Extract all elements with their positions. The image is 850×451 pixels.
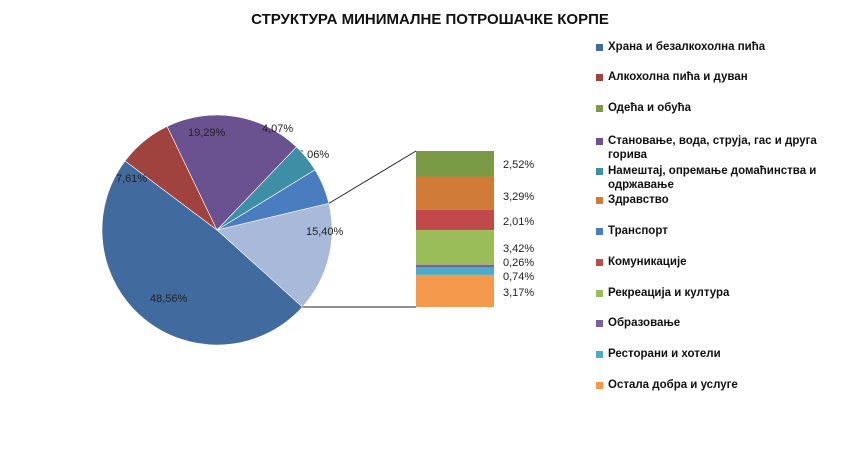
legend-swatch bbox=[596, 382, 603, 389]
bar-segment bbox=[416, 151, 494, 177]
legend-label: Намештај, опремање домаћинства и одржава… bbox=[608, 165, 817, 191]
bar-data-label: 0,74% bbox=[503, 271, 534, 283]
legend-swatch bbox=[596, 228, 603, 235]
pie-data-label: 48,56% bbox=[150, 293, 188, 305]
legend-swatch bbox=[596, 259, 603, 266]
bar-data-label: 3,29% bbox=[503, 191, 534, 203]
legend-label: Образовање bbox=[608, 317, 681, 329]
legend-item: Становање, вода, струја, гас и друга гор… bbox=[596, 134, 838, 162]
bar-data-label: 3,17% bbox=[503, 287, 534, 299]
legend-swatch bbox=[596, 290, 603, 297]
legend-item: Намештај, опремање домаћинства и одржава… bbox=[596, 164, 838, 192]
bar-data-label: 2,01% bbox=[503, 216, 534, 228]
legend-item: Комуникације bbox=[596, 255, 838, 269]
legend-item: Ресторани и хотели bbox=[596, 347, 838, 361]
bar-data-label: 3,42% bbox=[503, 243, 534, 255]
bar-segment bbox=[416, 274, 494, 307]
legend-swatch bbox=[596, 168, 603, 175]
pie-slice bbox=[166, 114, 297, 231]
legend-swatch bbox=[596, 197, 603, 204]
bar-segment bbox=[416, 209, 494, 231]
legend-item: Транспорт bbox=[596, 224, 838, 238]
legend-swatch bbox=[596, 138, 603, 145]
pie-slice bbox=[101, 160, 303, 346]
pie-data-label: 19,29% bbox=[188, 127, 226, 139]
legend-swatch bbox=[596, 105, 603, 112]
legend-label: Рекреација и култура bbox=[608, 287, 730, 299]
legend-swatch bbox=[596, 44, 603, 51]
bar-segment bbox=[416, 267, 494, 275]
legend-swatch bbox=[596, 351, 603, 358]
legend-swatch bbox=[596, 74, 603, 81]
legend-label: Алкохолна пића и дуван bbox=[608, 71, 748, 83]
legend-label: Комуникације bbox=[608, 256, 687, 268]
legend-label: Транспорт bbox=[608, 225, 668, 237]
legend-label: Одећа и обућа bbox=[608, 102, 692, 114]
bar-segment bbox=[416, 264, 494, 268]
legend-label: Здравство bbox=[608, 194, 669, 206]
legend-item: Остала добра и услуге bbox=[596, 378, 838, 392]
pie-data-label: 15,40% bbox=[306, 226, 344, 238]
legend-item: Храна и безалкохолна пића bbox=[596, 40, 838, 54]
legend-item: Рекреација и култура bbox=[596, 286, 838, 300]
pie-slice bbox=[216, 203, 333, 308]
bar-segment bbox=[416, 230, 494, 265]
legend-item: Одећа и обућа bbox=[596, 101, 838, 115]
bar-data-label: 2,52% bbox=[503, 159, 534, 171]
legend-item: Алкохолна пића и дуван bbox=[596, 70, 838, 84]
pie-data-label: 7,61% bbox=[116, 173, 147, 185]
legend-item: Образовање bbox=[596, 316, 838, 330]
bar-segment bbox=[416, 176, 494, 210]
chart-title: СТРУКТУРА МИНИМАЛНЕ ПОТРОШАЧКЕ КОРПЕ bbox=[251, 11, 609, 28]
legend-label: Храна и безалкохолна пића bbox=[608, 41, 766, 53]
bar-data-label: 0,26% bbox=[503, 257, 534, 269]
legend-item: Здравство bbox=[596, 193, 838, 207]
pie-data-label: 4,07% bbox=[262, 123, 293, 135]
legend-swatch bbox=[596, 320, 603, 327]
pie-slice bbox=[216, 146, 316, 231]
legend-label: Ресторани и хотели bbox=[608, 348, 721, 360]
connector-line bbox=[328, 150, 417, 204]
legend-label: Остала добра и услуге bbox=[608, 379, 738, 391]
legend-label: Становање, вода, струја, гас и друга гор… bbox=[608, 135, 817, 161]
